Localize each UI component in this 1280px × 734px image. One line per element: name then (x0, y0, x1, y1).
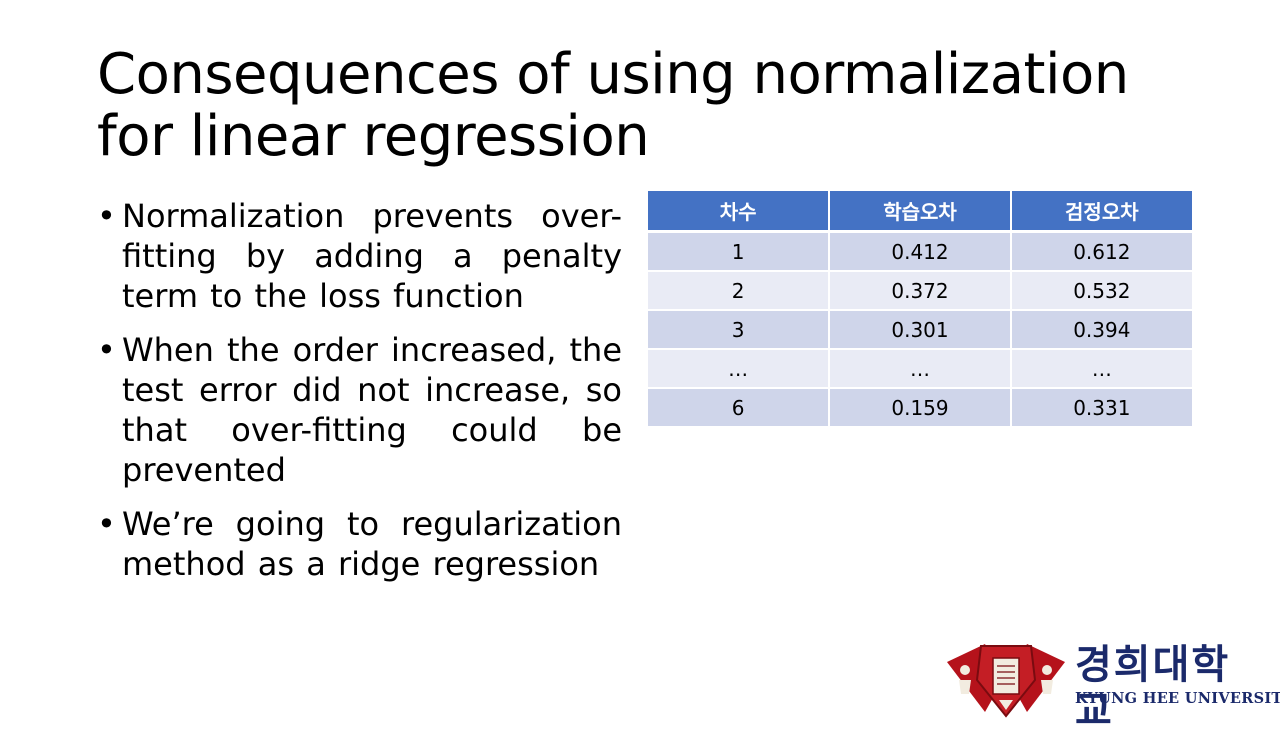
table-cell: 0.159 (829, 388, 1012, 428)
table-cell: 1 (648, 231, 831, 272)
header-order: 차수 (648, 191, 831, 233)
bullet-icon: • (97, 331, 116, 369)
bullet-item: • When the order increased, the test err… (97, 330, 622, 490)
bullet-text: Normalization prevents over-fitting by a… (122, 197, 622, 315)
table-row: 6 0.159 0.331 (648, 388, 1192, 428)
bullet-icon: • (97, 197, 116, 235)
table-row: 1 0.412 0.612 (648, 231, 1192, 272)
logo-korean-name: 경희대학교 (1075, 642, 1231, 734)
table-row: … … … (648, 349, 1192, 389)
table-cell: 6 (648, 388, 831, 428)
table-cell: … (829, 349, 1012, 389)
bullet-item: • We’re going to regularization method a… (97, 504, 622, 584)
header-test-error: 검정오차 (1010, 191, 1192, 233)
table-row: 2 0.372 0.532 (648, 271, 1192, 311)
bullet-icon: • (97, 505, 116, 543)
title-line-2: for linear regression (97, 104, 650, 169)
table-cell: 0.301 (829, 310, 1012, 350)
table-cell: 3 (648, 310, 831, 350)
slide-title: Consequences of using normalization for … (97, 44, 1197, 168)
table-cell: 0.612 (1010, 231, 1192, 272)
logo-english-name: KYUNG HEE UNIVERSITY (1075, 690, 1280, 707)
bullet-text: We’re going to regularization method as … (122, 505, 622, 583)
university-emblem-icon (947, 644, 1065, 718)
table-header-row: 차수 학습오차 검정오차 (648, 191, 1192, 233)
table-cell: 0.412 (829, 231, 1012, 272)
table-cell: … (648, 349, 831, 389)
table-cell: 0.331 (1010, 388, 1192, 428)
bullet-item: • Normalization prevents over-fitting by… (97, 196, 622, 316)
bullet-list: • Normalization prevents over-fitting by… (97, 196, 622, 598)
university-logo: 경희대학교 KYUNG HEE UNIVERSITY (945, 640, 1280, 734)
table-cell: … (1010, 349, 1192, 389)
table-row: 3 0.301 0.394 (648, 310, 1192, 350)
table-cell: 0.372 (829, 271, 1012, 311)
table-cell: 2 (648, 271, 831, 311)
table-cell: 0.394 (1010, 310, 1192, 350)
header-training-error: 학습오차 (829, 191, 1012, 233)
title-line-1: Consequences of using normalization (97, 42, 1129, 107)
error-table: 차수 학습오차 검정오차 1 0.412 0.612 2 0.372 0.532… (648, 191, 1192, 428)
table-cell: 0.532 (1010, 271, 1192, 311)
bullet-text: When the order increased, the test error… (122, 331, 622, 489)
